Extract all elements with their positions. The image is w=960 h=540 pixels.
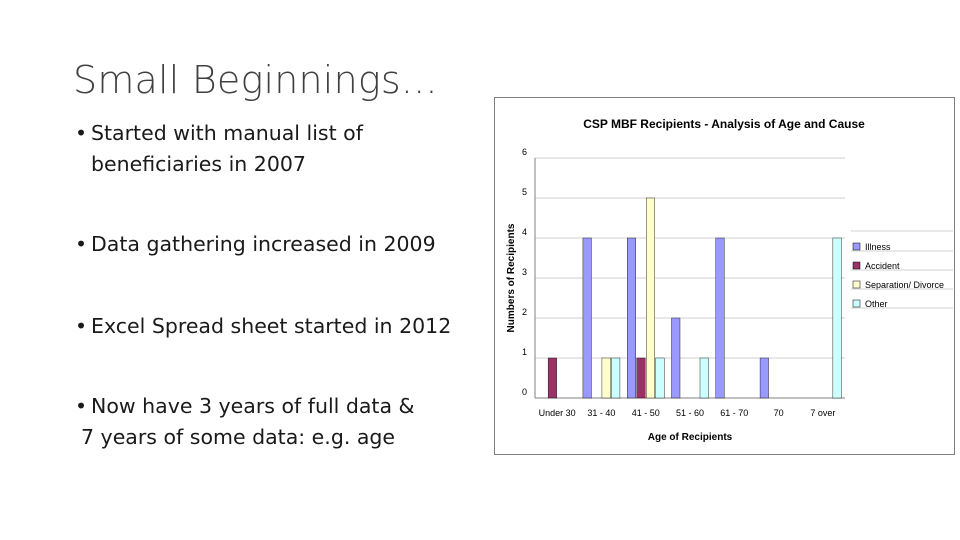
x-tick-label: 7 over [810,408,835,418]
x-tick-label: Under 30 [539,408,576,418]
legend-swatch [852,261,861,270]
y-tick-label: 0 [522,387,527,397]
bar [627,237,636,399]
bullet-text: Excel Spread sheet started in 2012 [91,314,452,338]
bullet-item: • Data gathering increased in 2009 [73,229,493,260]
y-tick-label: 5 [522,187,527,197]
bar [715,237,725,399]
bar [832,237,842,399]
y-tick-label: 3 [522,267,527,277]
x-tick-label: 41 - 50 [632,408,660,418]
bar [636,357,646,399]
legend-entry: Accident [865,261,900,271]
bar [582,237,592,399]
chart-title: CSP MBF Recipients - Analysis of Age and… [583,117,865,131]
bullet-item: • Excel Spread sheet started in 2012 [73,311,493,342]
bullet-item: • Now have 3 years of full data & 7 year… [73,391,493,453]
bar [671,317,681,399]
slide-title: Small Beginnings... [73,58,438,102]
bar [611,357,621,399]
bar [699,357,709,399]
bullet-marker: • [75,232,88,256]
x-tick-label: 31 - 40 [587,408,615,418]
x-tick-label: 51 - 60 [676,408,704,418]
x-axis-label: Age of Recipients [648,432,733,443]
bullet-text: beneficiaries in 2007 [91,152,306,176]
bullet-text: Now have 3 years of full data & [91,394,415,418]
bar-chart: CSP MBF Recipients - Analysis of Age and… [506,117,953,443]
bullet-marker: • [75,121,88,145]
y-tick-label: 6 [522,147,527,157]
bullet-marker: • [75,314,88,338]
chart-frame: CSP MBF Recipients - Analysis of Age and… [494,97,955,455]
bar [655,357,665,399]
bar [759,357,769,399]
x-tick-label: 61 - 70 [720,408,748,418]
bullet-item: • Started with manual list of beneficiar… [73,118,493,180]
bullet-text: 7 years of some data: e.g. age [81,425,396,449]
x-tick-label: 70 [774,408,784,418]
bullet-marker: • [75,394,88,418]
y-tick-label: 2 [522,307,527,317]
bar [646,197,655,399]
y-tick-label: 1 [522,347,527,357]
bar [601,357,611,399]
legend-entry: Illness [865,242,891,252]
legend-swatch [852,299,861,308]
legend-entry: Separation/ Divorce [865,280,944,290]
bar [547,357,557,399]
legend-entry: Other [865,299,888,309]
legend-swatch [852,280,861,289]
y-axis-label: Numbers of Recipients [506,223,517,332]
legend-swatch [852,242,861,251]
y-tick-label: 4 [522,227,527,237]
bullet-text: Data gathering increased in 2009 [91,232,436,256]
bullet-text: Started with manual list of [91,121,363,145]
